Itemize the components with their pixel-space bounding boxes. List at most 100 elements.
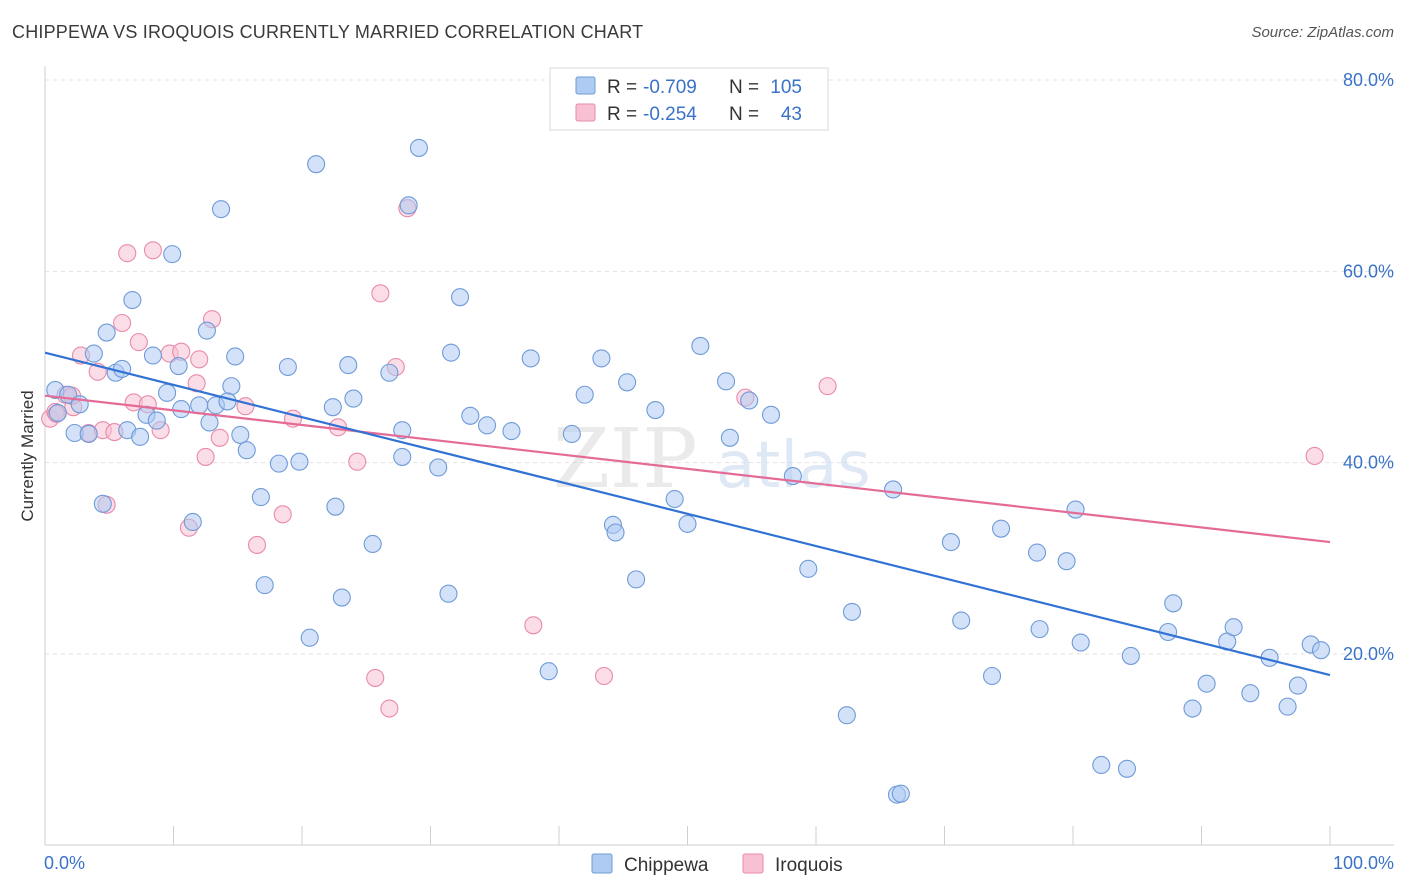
chippewa-point-85 <box>1057 552 1076 571</box>
legend-chippewa-n-value: 105 <box>770 77 802 98</box>
iroquois-point-31 <box>366 668 385 687</box>
iroquois-point-11 <box>118 244 137 263</box>
source-credit: Source: ZipAtlas.com <box>1251 24 1394 41</box>
chippewa-point-50 <box>442 343 461 362</box>
chippewa-point-32 <box>269 454 288 473</box>
iroquois-trend-line <box>44 394 1331 544</box>
chippewa-point-56 <box>539 662 558 681</box>
chippewa-point-65 <box>665 489 684 509</box>
chippewa-point-22 <box>197 321 216 340</box>
chippewa-point-64 <box>646 400 665 420</box>
chippewa-point-21 <box>190 396 209 415</box>
chippewa-point-90 <box>1121 646 1140 665</box>
chippewa-point-20 <box>183 512 202 532</box>
y-tick-label-80: 80.0% <box>1343 70 1394 90</box>
chippewa-point-52 <box>461 406 480 425</box>
iroquois-point-30 <box>348 452 367 471</box>
chippewa-point-75 <box>842 602 862 621</box>
chippewa-point-58 <box>575 385 594 404</box>
chippewa-point-94 <box>1197 674 1216 693</box>
chippewa-point-55 <box>521 349 540 368</box>
chippewa-point-82 <box>991 519 1011 538</box>
legend-chippewa-swatch <box>575 76 596 95</box>
chippewa-point-51 <box>451 288 470 307</box>
chippewa-point-84 <box>1030 620 1049 639</box>
chippewa-point-63 <box>627 570 646 589</box>
chippewa-point-46 <box>399 196 418 215</box>
iroquois-point-32 <box>371 284 390 303</box>
chippewa-point-66 <box>678 514 697 533</box>
trend-lines <box>44 351 1331 677</box>
iroquois-point-33 <box>380 699 399 718</box>
axes <box>44 66 1394 846</box>
iroquois-point-39 <box>818 377 837 396</box>
chippewa-point-42 <box>363 534 382 554</box>
iroquois-point-13 <box>129 333 148 352</box>
iroquois-point-40 <box>1305 446 1324 466</box>
chippewa-point-17 <box>163 245 182 264</box>
bottom-legend-iroquois-swatch <box>742 853 764 874</box>
watermark-atlas: atlas <box>716 429 871 503</box>
chippewa-point-27 <box>226 347 245 366</box>
iroquois-point-37 <box>594 666 614 686</box>
chippewa-point-61 <box>606 523 625 542</box>
chippewa-point-70 <box>740 391 759 410</box>
chippewa-point-30 <box>251 488 270 507</box>
chippewa-point-40 <box>339 356 358 375</box>
chippewa-point-76 <box>884 480 903 499</box>
legend-chippewa-r-value: -0.709 <box>643 77 697 98</box>
y-tick-labels: 20.0% 40.0% 60.0% 80.0% <box>1343 70 1394 664</box>
chippewa-point-23 <box>200 413 219 432</box>
chippewa-point-33 <box>278 357 297 377</box>
chippewa-point-37 <box>323 398 342 417</box>
chippewa-point-7 <box>93 494 112 513</box>
legend-iroquois-r-label: R = <box>607 104 637 125</box>
chippewa-point-71 <box>761 405 781 424</box>
y-tick-label-60: 60.0% <box>1343 261 1394 281</box>
iroquois-point-10 <box>113 313 132 333</box>
chippewa-point-19 <box>172 400 191 419</box>
legend-iroquois-n-value: 43 <box>781 104 802 125</box>
chippewa-point-25 <box>211 200 231 219</box>
chippewa-point-26 <box>222 377 241 396</box>
iroquois-point-24 <box>210 428 229 447</box>
x-tick-label-min: 0.0% <box>44 853 85 873</box>
chippewa-point-102 <box>1311 641 1331 660</box>
chippewa-point-74 <box>837 706 856 725</box>
chippewa-point-31 <box>255 576 274 595</box>
y-axis-label: Currently Married <box>18 390 37 521</box>
chippewa-point-11 <box>123 290 142 310</box>
chart-title: CHIPPEWA VS IROQUOIS CURRENTLY MARRIED C… <box>12 22 644 42</box>
chippewa-point-18 <box>169 356 188 376</box>
bottom-legend: Chippewa Iroquois <box>591 853 843 876</box>
chippewa-point-29 <box>237 441 256 460</box>
chippewa-point-103 <box>113 359 132 378</box>
chippewa-point-88 <box>1092 755 1111 775</box>
iroquois-point-15 <box>143 241 162 260</box>
legend-iroquois-r-value: -0.254 <box>643 104 697 125</box>
legend-chippewa-r-label: R = <box>607 77 637 98</box>
chippewa-point-36 <box>307 155 326 174</box>
chippewa-point-28 <box>231 425 250 444</box>
y-tick-label-40: 40.0% <box>1343 453 1394 473</box>
chippewa-point-96 <box>1224 618 1243 637</box>
x-tick-label-max: 100.0% <box>1333 853 1394 873</box>
chippewa-point-49 <box>439 584 458 603</box>
chippewa-point-78 <box>891 784 910 803</box>
chippewa-point-5 <box>79 424 98 444</box>
chippewa-point-68 <box>716 372 736 391</box>
chippewa-point-57 <box>562 424 581 444</box>
y-tick-label-20: 20.0% <box>1343 644 1394 664</box>
chippewa-point-73 <box>799 559 818 578</box>
chippewa-point-104 <box>218 392 237 411</box>
chippewa-point-100 <box>1288 676 1307 695</box>
chippewa-trend-line <box>44 351 1331 677</box>
chippewa-point-45 <box>393 447 412 466</box>
chippewa-point-97 <box>1241 684 1260 703</box>
chippewa-point-69 <box>720 428 739 447</box>
chippewa-point-39 <box>332 588 351 607</box>
chippewa-point-67 <box>691 336 710 356</box>
iroquois-point-22 <box>196 447 215 466</box>
chippewa-point-47 <box>409 138 428 157</box>
chippewa-point-1 <box>48 403 67 422</box>
